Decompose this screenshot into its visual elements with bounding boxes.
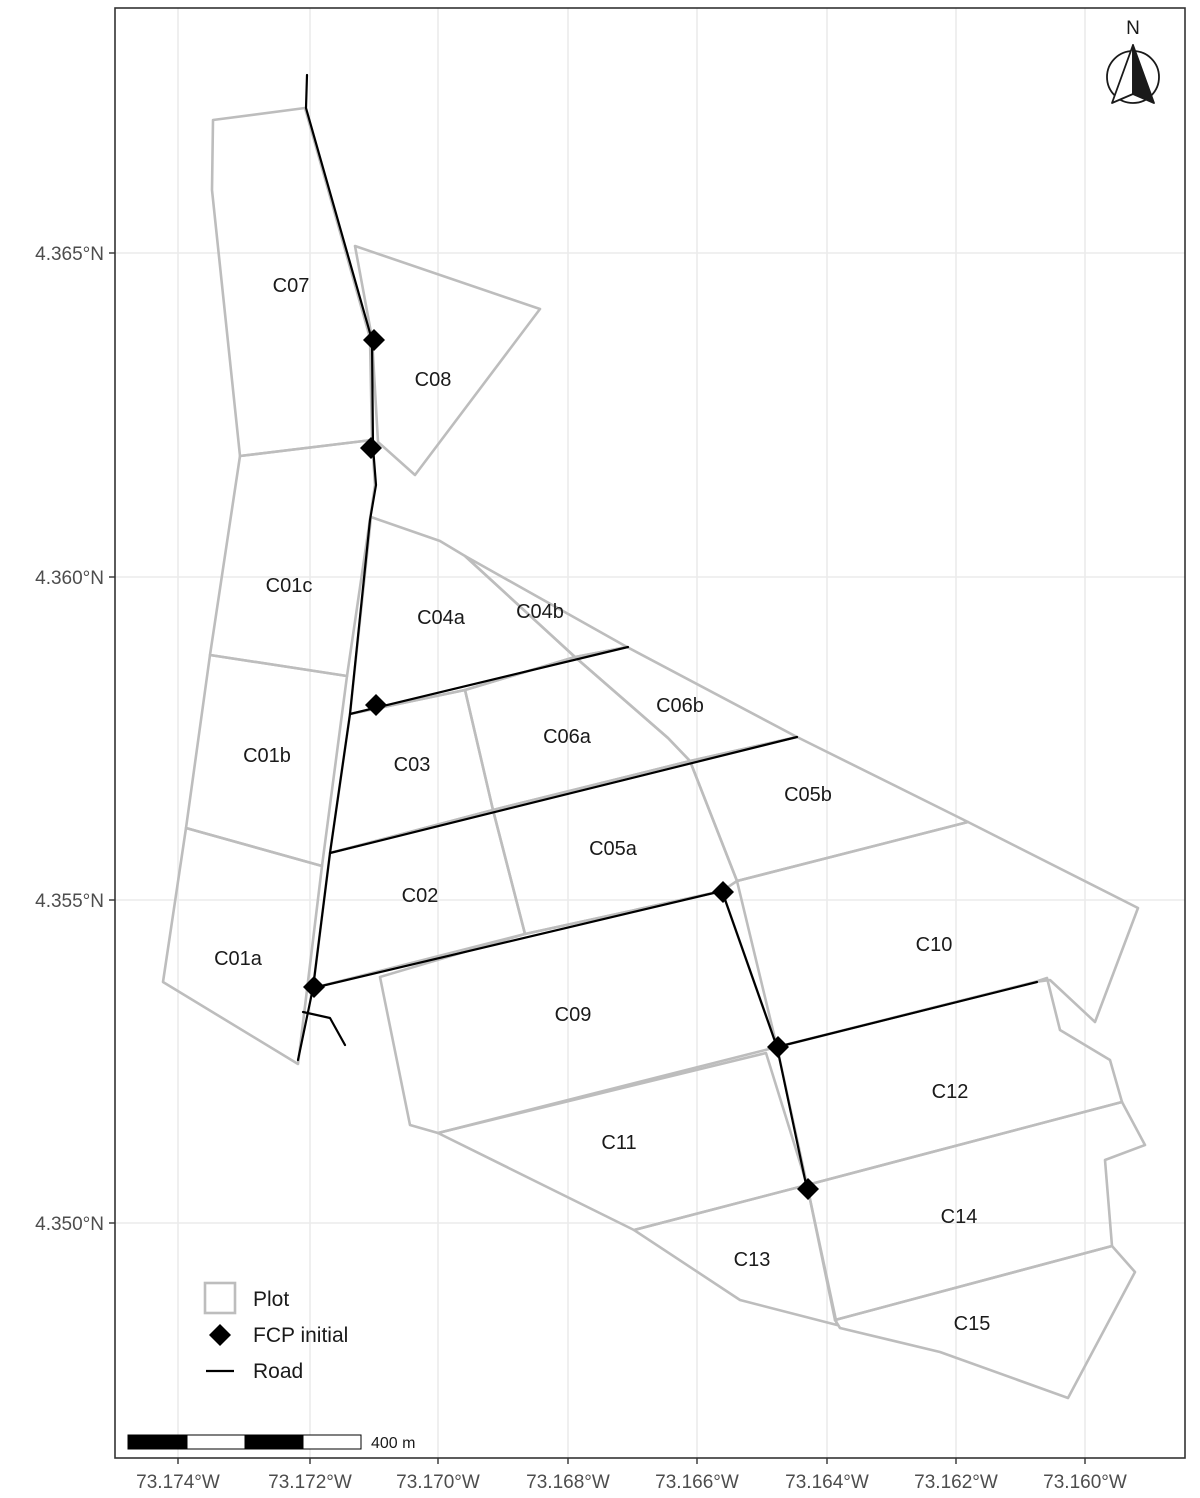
x-axis-labels: 73.174°W 73.172°W 73.170°W 73.168°W 73.1… <box>136 1472 1127 1493</box>
plot-label: C01a <box>214 948 263 970</box>
plot-label: C03 <box>394 754 431 776</box>
plot-label: C04a <box>417 607 466 629</box>
x-axis-label: 73.172°W <box>268 1472 352 1493</box>
map-panel <box>115 8 1185 1458</box>
axis-ticks <box>109 252 1086 1464</box>
plot-label: C09 <box>555 1004 592 1026</box>
plot-label: C05b <box>784 784 832 806</box>
legend-fcp-label: FCP initial <box>253 1324 348 1347</box>
plot-c01a <box>161 826 324 1066</box>
road-main-north <box>296 73 378 1062</box>
plot-c01c <box>208 438 377 678</box>
road-c10-c12 <box>775 980 1039 1049</box>
scale-bar: 400 m <box>127 1434 415 1452</box>
fcp-marker <box>365 694 387 716</box>
plot-label: C02 <box>402 885 439 907</box>
plot-c08 <box>353 244 542 477</box>
panel-border <box>114 7 1186 1459</box>
scale-bar-segment <box>302 1434 362 1450</box>
x-axis-label: 73.170°W <box>396 1472 480 1493</box>
graticule <box>115 8 1185 1458</box>
plot-label: C06b <box>656 695 704 717</box>
plot-label: C07 <box>273 275 310 297</box>
fcp-marker <box>363 329 385 351</box>
scale-bar-segment <box>244 1434 304 1450</box>
plot-label: C06a <box>543 726 592 748</box>
x-axis-label: 73.168°W <box>526 1472 610 1493</box>
y-axis-label: 4.350°N <box>35 1214 104 1235</box>
road-spur-south <box>301 1010 347 1047</box>
plot-label: C11 <box>601 1132 636 1154</box>
plot-label: C05a <box>589 838 638 860</box>
plot-label: C15 <box>954 1313 991 1335</box>
x-axis-label: 73.160°W <box>1043 1472 1127 1493</box>
road-c06-c05 <box>328 735 799 855</box>
fcp-markers <box>303 329 819 1200</box>
x-axis-label: 73.166°W <box>655 1472 739 1493</box>
plot-label: C08 <box>415 369 452 391</box>
north-arrow-right-half <box>1132 44 1155 104</box>
plot-label: C04b <box>516 601 564 623</box>
plot-label: C01c <box>266 575 313 597</box>
y-axis-label: 4.355°N <box>35 891 104 912</box>
legend-plot-label: Plot <box>253 1288 289 1311</box>
fcp-marker <box>303 976 325 998</box>
fcp-marker <box>767 1036 789 1058</box>
legend: Plot FCP initial Road <box>203 1281 348 1383</box>
fcp-marker <box>712 881 734 903</box>
plot-label: C10 <box>916 934 953 956</box>
north-arrow: N <box>1106 18 1160 104</box>
road-c02-c09 <box>311 889 724 990</box>
x-axis-label: 73.174°W <box>136 1472 220 1493</box>
scale-bar-label: 400 m <box>371 1435 415 1452</box>
x-axis-label: 73.162°W <box>914 1472 998 1493</box>
fcp-marker <box>360 437 382 459</box>
y-axis-label: 4.365°N <box>35 244 104 265</box>
scale-bar-segment <box>127 1434 188 1450</box>
legend-plot-key <box>203 1281 237 1315</box>
x-axis-label: 73.164°W <box>785 1472 869 1493</box>
plot-label: C13 <box>734 1249 771 1271</box>
fcp-marker <box>797 1178 819 1200</box>
plot-labels: C07 C08 C01c C04a C04b C06b C06a C01b C0… <box>214 275 990 1335</box>
scale-bar-segment <box>186 1434 246 1450</box>
legend-road-label: Road <box>253 1360 303 1383</box>
y-axis-label: 4.360°N <box>35 568 104 589</box>
plot-label: C01b <box>243 745 291 767</box>
plot-c15 <box>833 1244 1137 1400</box>
roads <box>296 73 1039 1191</box>
y-axis-labels: 4.365°N 4.360°N 4.355°N 4.350°N <box>35 244 104 1235</box>
plot-label: C14 <box>941 1206 978 1228</box>
north-label: N <box>1126 18 1140 39</box>
legend-fcp-key <box>209 1324 231 1346</box>
plot-label: C12 <box>932 1081 969 1103</box>
road-c04-c03 <box>348 645 630 716</box>
